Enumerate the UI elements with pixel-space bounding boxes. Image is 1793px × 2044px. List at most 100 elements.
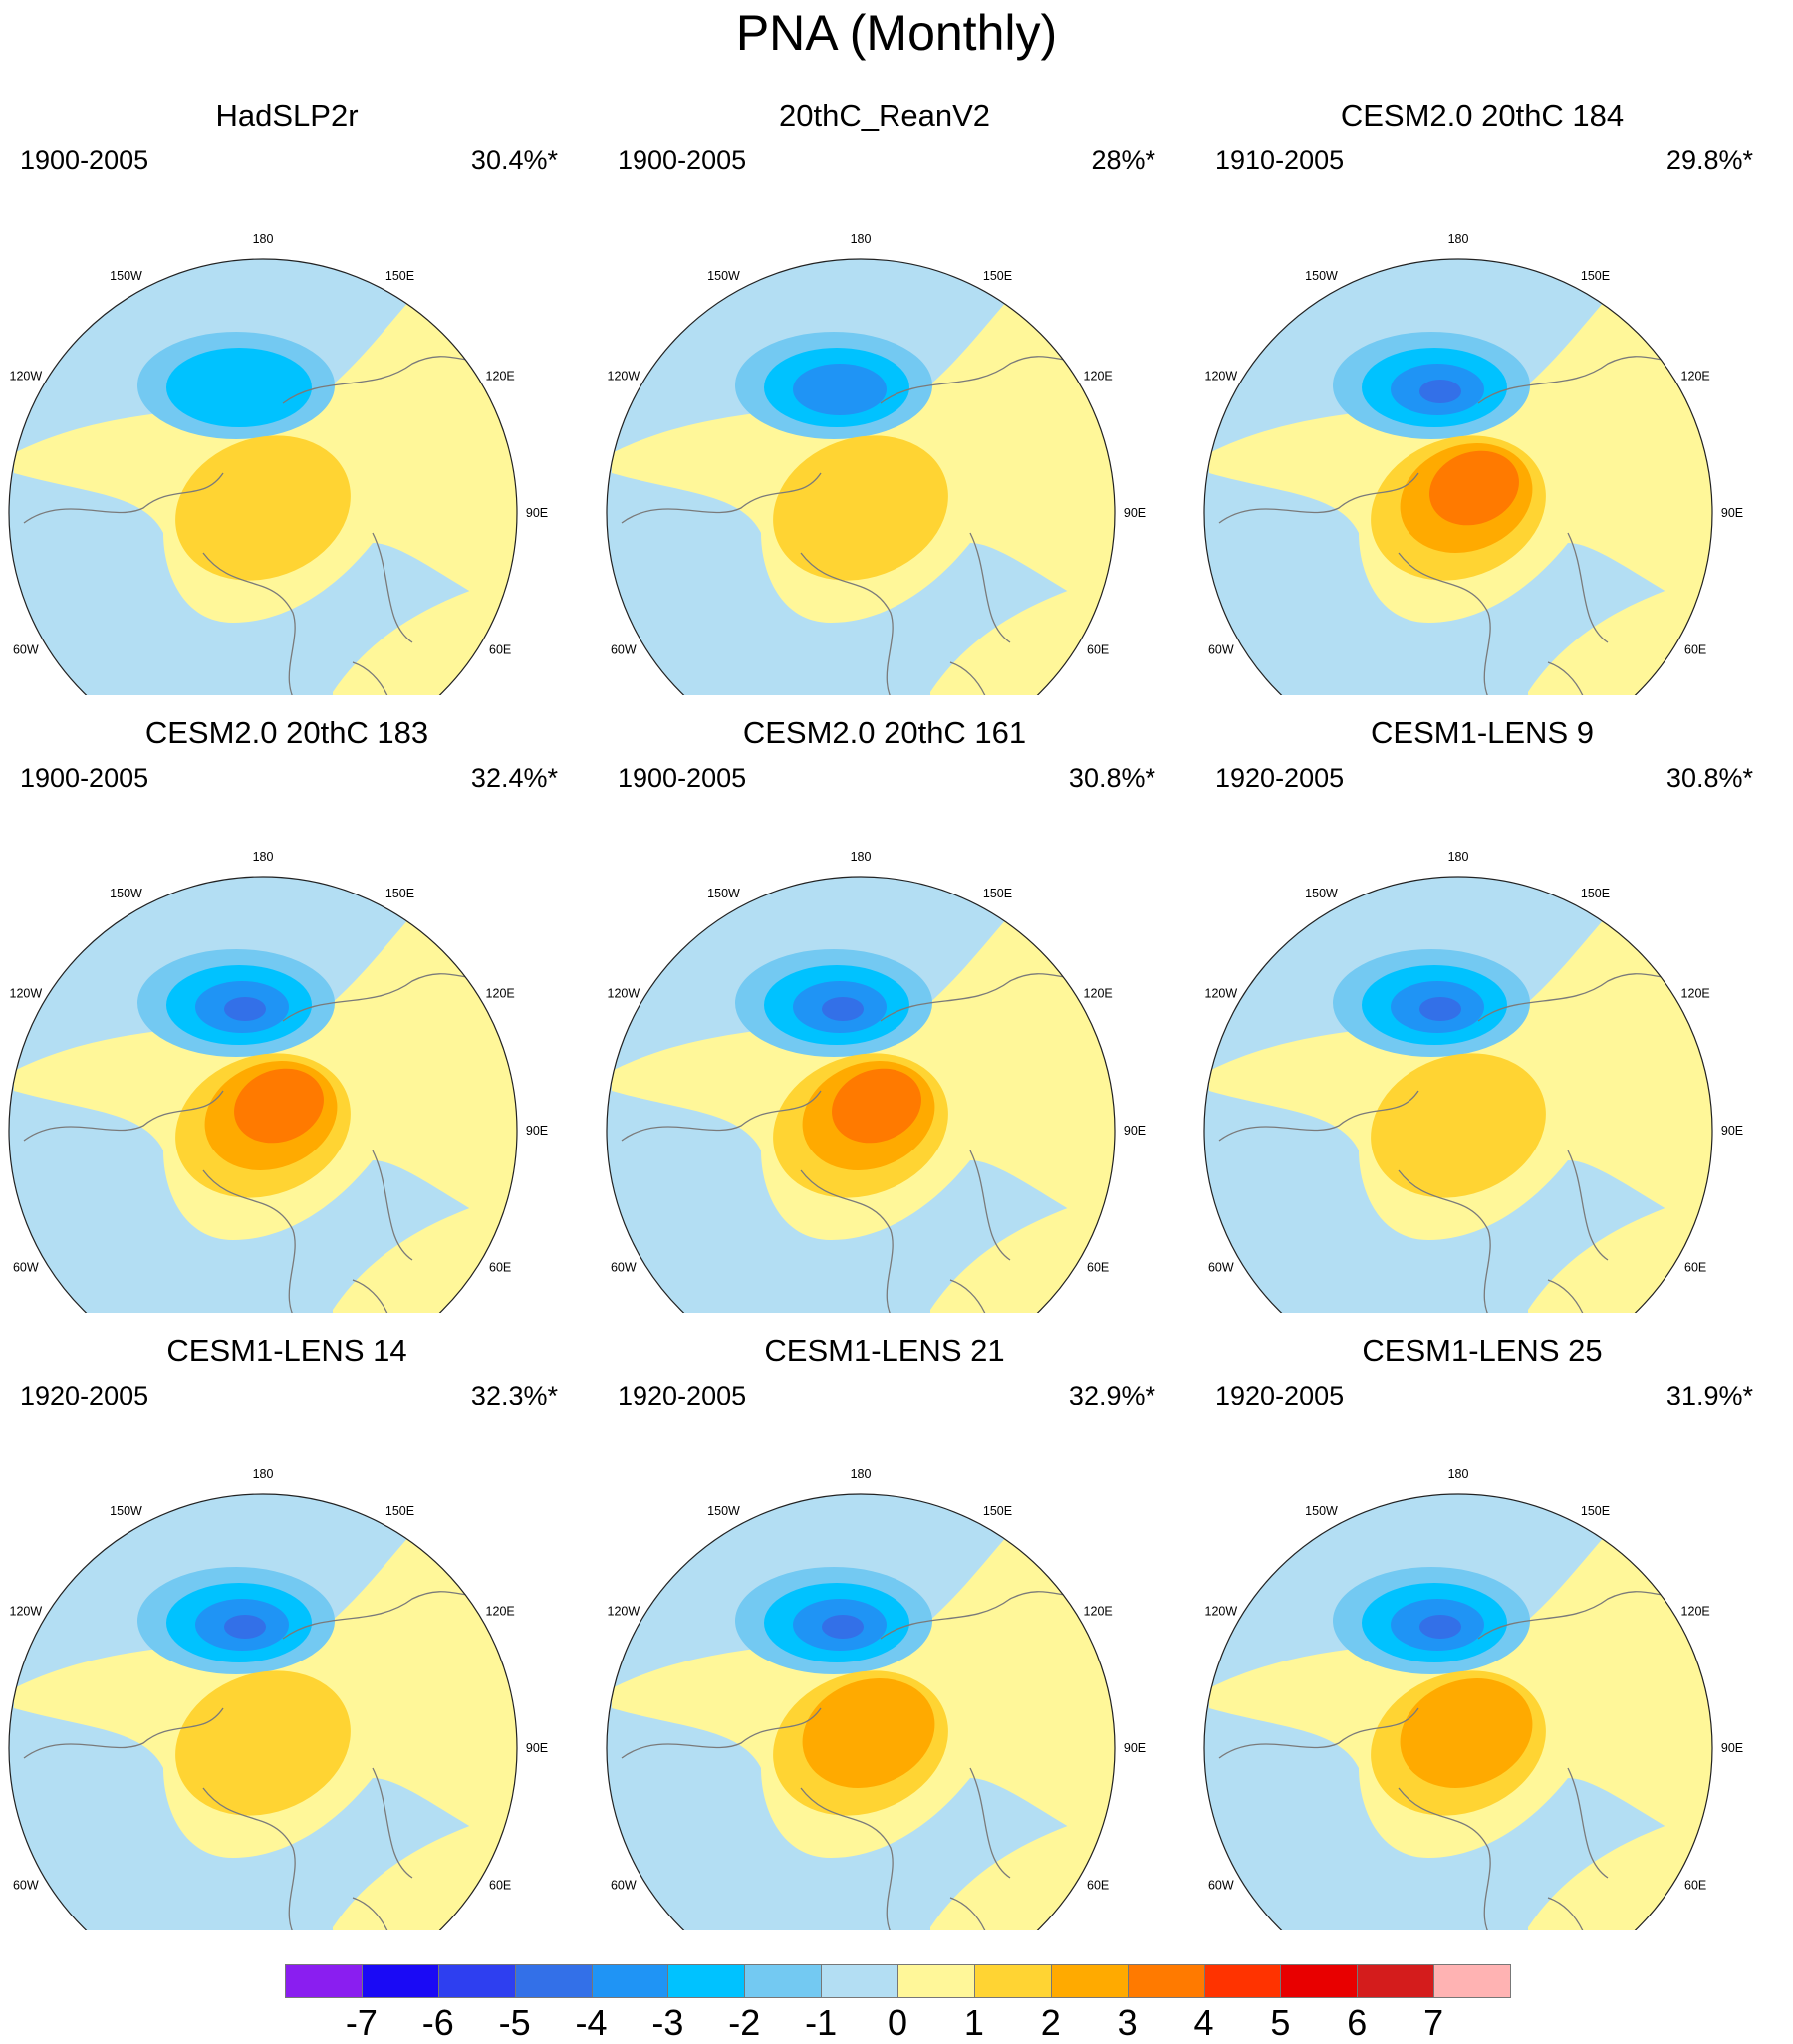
coastline	[1218, 472, 1419, 524]
longitude-label: 150W	[110, 887, 142, 900]
longitude-label: 120W	[1205, 1605, 1238, 1619]
negative-anomaly-contour	[1419, 380, 1461, 403]
positive-anomaly-region	[1339, 214, 1608, 240]
positive-anomaly-contour	[802, 1678, 935, 1788]
negative-anomaly-contour	[224, 997, 266, 1021]
longitude-label: 150E	[983, 1504, 1012, 1518]
longitude-label: 120W	[608, 370, 640, 383]
map-boundary	[1203, 1493, 1713, 1930]
period-label: 1920-2005	[618, 1381, 747, 1410]
colorbar-tick-label: 2	[1040, 2002, 1061, 2043]
positive-anomaly-region	[1339, 832, 1608, 858]
positive-anomaly-region	[1339, 1449, 1608, 1475]
coastline	[1398, 1169, 1499, 1313]
colorbar-swatch	[1433, 1964, 1511, 1998]
map-boundary	[8, 876, 518, 1313]
longitude-label: 180	[851, 232, 872, 246]
map-boundary	[8, 1493, 518, 1930]
coastline	[352, 1279, 463, 1313]
negative-anomaly-contour	[224, 1615, 266, 1639]
positive-anomaly-contour	[832, 1068, 921, 1144]
longitude-label: 180	[851, 1467, 872, 1481]
longitude-label: 150E	[385, 1504, 414, 1518]
negative-anomaly-contour	[1419, 1615, 1461, 1639]
longitude-label: 120W	[10, 987, 43, 1001]
coastline	[23, 1707, 224, 1759]
map-panel: 20thC_ReanV2180150E120E90E60E30E030W60W9…	[606, 98, 1163, 695]
longitude-label: 90E	[1721, 1741, 1743, 1755]
longitude-label: 60E	[1087, 643, 1109, 657]
coastline	[621, 1707, 822, 1759]
colorbar-tick-label: 1	[963, 2002, 984, 2043]
longitude-label: 60E	[489, 643, 511, 657]
coastline	[621, 472, 822, 524]
panel-title: 20thC_ReanV2	[779, 98, 990, 132]
longitude-label: 60E	[1087, 1879, 1109, 1893]
longitude-label: 120W	[608, 1605, 640, 1619]
colorbar-swatch	[285, 1964, 363, 1998]
longitude-label: 60E	[1684, 1261, 1706, 1275]
variance-label: 31.9%*	[1665, 1381, 1753, 1410]
panel-title: CESM2.0 20thC 161	[742, 715, 1027, 750]
longitude-label: 120E	[1681, 1605, 1710, 1619]
longitude-label: 60W	[1208, 1261, 1234, 1275]
coastline	[372, 1150, 413, 1261]
longitude-label: 120E	[486, 1605, 515, 1619]
map-panel: CESM2.0 20thC 183180150E120E90E60E30E030…	[8, 715, 566, 1313]
period-label: 1910-2005	[1215, 145, 1345, 175]
coastline	[1567, 1767, 1609, 1879]
longitude-label: 60W	[1208, 643, 1234, 657]
coastline	[1547, 1279, 1659, 1313]
longitude-label: 120E	[1681, 370, 1710, 383]
colorbar-swatch	[1050, 1964, 1129, 1998]
negative-anomaly-contour	[822, 997, 864, 1021]
longitude-label: 150W	[707, 887, 740, 900]
longitude-label: 60E	[489, 1879, 511, 1893]
map-panel: CESM1-LENS 25180150E120E90E60E30E030W60W…	[1203, 1333, 1761, 1930]
longitude-label: 150W	[707, 269, 740, 283]
positive-anomaly-region	[143, 832, 412, 858]
period-label: 1900-2005	[20, 145, 149, 175]
map-boundary	[606, 876, 1116, 1313]
positive-anomaly-contour	[773, 435, 948, 581]
longitude-label: 60E	[1087, 1261, 1109, 1275]
positive-anomaly-contour	[1371, 1053, 1546, 1198]
variance-label: 32.9%*	[1068, 1381, 1155, 1410]
longitude-label: 180	[1448, 232, 1469, 246]
period-label: 1900-2005	[618, 145, 747, 175]
coastline	[969, 1767, 1011, 1879]
longitude-label: 60W	[611, 1261, 637, 1275]
positive-anomaly-region	[143, 214, 412, 240]
longitude-label: 60W	[13, 643, 39, 657]
longitude-label: 120W	[10, 370, 43, 383]
coastline	[23, 1090, 224, 1142]
panel-title: CESM1-LENS 14	[166, 1333, 407, 1368]
longitude-label: 120E	[1084, 1605, 1113, 1619]
longitude-label: 60W	[13, 1879, 39, 1893]
longitude-label: 150E	[983, 269, 1012, 283]
map-panel: CESM2.0 20thC 184180150E120E90E60E30E030…	[1203, 98, 1761, 695]
colorbar-swatch	[591, 1964, 669, 1998]
variance-label: 32.4%*	[470, 763, 558, 793]
positive-anomaly-contour	[1400, 1678, 1533, 1788]
longitude-label: 120W	[608, 987, 640, 1001]
longitude-label: 150W	[1305, 1504, 1338, 1518]
colorbar-bar	[285, 1964, 1511, 2000]
map-boundary	[1203, 258, 1713, 695]
coastline	[800, 1787, 901, 1930]
longitude-label: 150E	[385, 269, 414, 283]
longitude-label: 90E	[1124, 1124, 1146, 1138]
map-boundary	[8, 258, 518, 695]
longitude-label: 90E	[526, 1741, 548, 1755]
polar-map: 180150E120E90E60E30E030W60W90W120W150W	[8, 832, 548, 1313]
longitude-label: 90E	[1721, 506, 1743, 520]
longitude-label: 60W	[611, 1879, 637, 1893]
period-label: 1900-2005	[20, 763, 149, 793]
colorbar-tick-label: 0	[887, 2002, 908, 2043]
longitude-label: 180	[253, 232, 274, 246]
coastline	[1547, 661, 1659, 695]
positive-anomaly-contour	[175, 1670, 351, 1816]
negative-anomaly-contour	[793, 364, 887, 415]
coastline	[372, 532, 413, 643]
variance-label: 30.8%*	[1068, 763, 1155, 793]
